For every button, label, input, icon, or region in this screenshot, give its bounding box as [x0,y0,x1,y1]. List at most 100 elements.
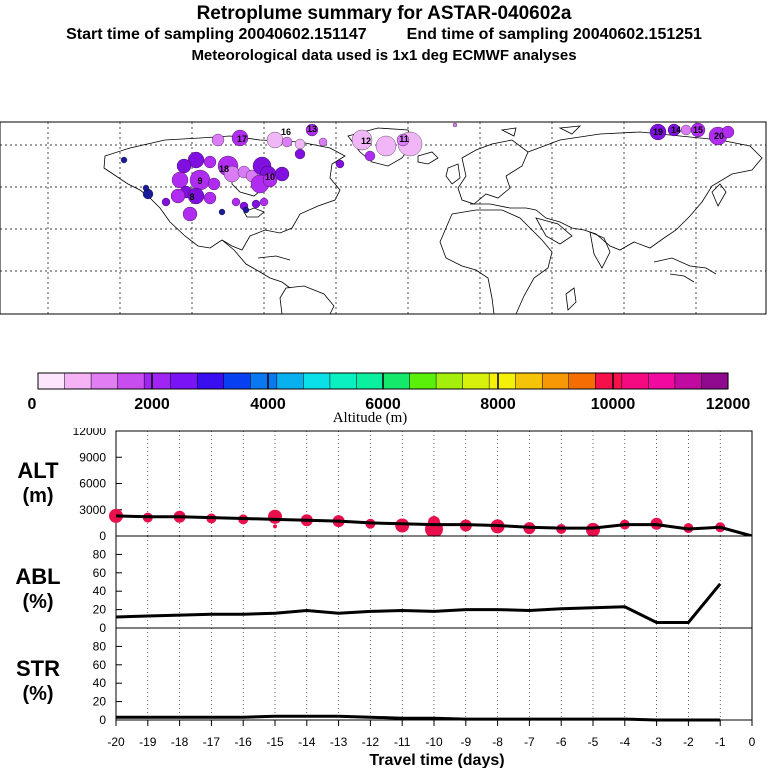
x-tick-3: -17 [203,735,221,749]
alt-point-12 [428,516,440,528]
plume-dot-31 [187,187,205,205]
colorbar-cell-11 [329,372,358,390]
figure-title: Retroplume summary for ASTAR-040602a [196,3,572,24]
alt-point-17 [586,522,600,537]
colorbar-cell-1 [64,372,92,390]
alt-point-5 [268,509,282,524]
abl-unit: (%) [22,591,53,613]
colorbar-cell-7 [223,372,251,390]
plume-dot-30 [170,188,186,204]
colorbar-tick-0: 0 [28,396,37,413]
x-tick-9: -11 [394,735,411,749]
alt-point-6 [273,524,277,529]
str-ytick-3: 20 [93,695,107,709]
alt-ytick-4: 0 [99,529,106,543]
plume-dot-0 [231,129,249,147]
plume-dot-3 [281,136,293,148]
plume-label-4: 16 [281,127,291,137]
plume-dot-50 [452,122,458,128]
x-tick-16: -4 [619,735,630,749]
colorbar-cells [37,372,729,390]
alt-unit: (m) [22,485,53,507]
coastlines [103,125,763,315]
map-panel: 19 14 15 20 16 17 13 12 11 10 18 98 [0,121,767,315]
x-tick-7: -13 [330,735,348,749]
plume-dot-40 [251,199,261,209]
colorbar-cell-18 [515,372,543,390]
alt-yticks: 12000 9000 6000 3000 0 [73,428,122,543]
plume-dot-12 [335,159,345,169]
colorbar-cell-25 [701,372,729,390]
plume-dot-27 [262,172,278,188]
x-tick-14: -6 [556,735,567,749]
alt-mean-line [115,514,753,538]
plume-dot-10 [396,133,410,147]
x-tick-8: -12 [362,735,380,749]
plume-dot-43 [242,206,250,214]
x-axis-ticks: -20 -19 -18 -17 -16 -15 -14 -13 -12 -11 -10 -9 -8 -7-… [107,720,756,749]
x-tick-18: -2 [683,735,694,749]
abl-panel: ABL (%) 80 60 40 20 0 [15,535,753,635]
x-tick-4: -16 [235,735,253,749]
plume-dot-41 [259,197,269,207]
plume-dot-45 [667,123,681,137]
colorbar-tick-3: 6000 [365,396,401,413]
plume-dot-1 [211,133,225,147]
plume-dot-13 [294,148,306,160]
plume-label-12: 8 [189,192,194,202]
plume-dot-4 [294,138,306,150]
plume-dot-15 [203,155,217,169]
alt-title: ALT [17,458,59,483]
plume-dot-49 [721,125,735,139]
plume-dot-46 [680,124,692,136]
str-ytick-4: 0 [99,713,106,727]
map-graticule [0,122,766,314]
str-ytick-0: 80 [93,639,107,653]
colorbar-cell-20 [568,372,596,390]
colorbar-cell-6 [196,372,225,390]
plume-label-6: 13 [307,124,317,134]
colorbar-cell-24 [674,372,703,390]
plume-dot-16 [187,151,205,169]
plume-dot-19 [207,177,221,191]
colorbar-tick-5: 10000 [591,396,636,413]
x-tick-19: -1 [715,735,726,749]
colorbar-cell-2 [90,372,119,390]
abl-title: ABL [15,564,60,589]
plume-dot-6 [318,137,328,147]
plume-dot-47 [690,122,706,138]
alt-point-10 [395,518,410,533]
colorbar-ticks: 0 2000 4000 6000 8000 10000 12000 [28,373,750,413]
str-ytick-2: 40 [93,676,107,690]
plume-label-3: 20 [714,131,724,141]
x-tick-10: -10 [425,735,443,749]
plume-label-2: 15 [693,125,703,135]
x-tick-11: -9 [460,735,471,749]
alt-point-0 [109,508,123,523]
plume-label-7: 12 [361,136,371,146]
plume-dot-37 [142,184,150,192]
colorbar-cell-4 [143,372,172,390]
plume-dot-44 [649,123,667,141]
plume-dot-38 [231,197,241,207]
str-unit: (%) [22,683,53,705]
colorbar-cell-23 [648,372,676,390]
plume-label-10: 18 [219,164,229,174]
colorbar-cell-10 [303,372,331,390]
alt-ytick-2: 6000 [79,477,106,491]
colorbar-cell-13 [382,372,411,390]
plume-label-1: 14 [671,125,681,135]
start-time-label: Start time of sampling 20040602.151147 [66,26,367,43]
plume-dot-25 [274,166,290,182]
plume-dot-34 [161,197,171,207]
str-ytick-1: 60 [93,658,107,672]
colorbar-cell-14 [409,372,437,390]
colorbar-cell-22 [621,372,649,390]
plume-dot-8 [375,135,397,157]
colorbar-cell-5 [170,372,198,390]
abl-ytick-3: 20 [93,603,107,617]
colorbar-cell-16 [462,372,490,390]
colorbar-cell-0 [37,372,66,390]
str-yticks: 80 60 40 20 0 [93,639,122,727]
